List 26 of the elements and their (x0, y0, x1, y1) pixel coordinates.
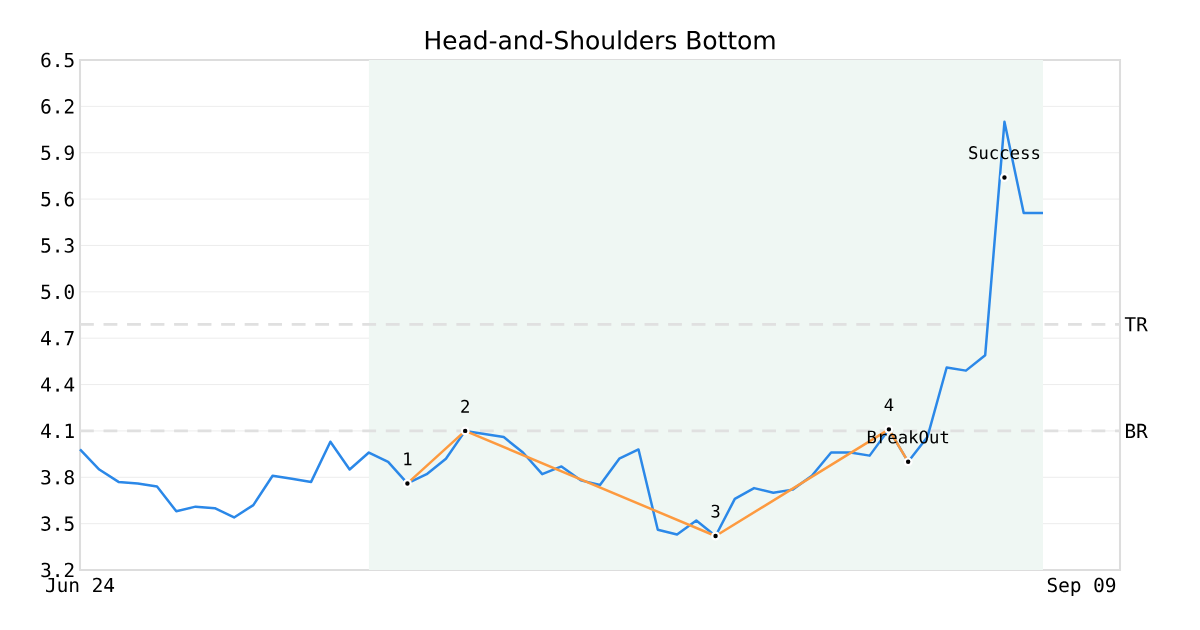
y-tick-label: 6.2 (41, 99, 74, 114)
y-tick-label: 5.0 (41, 284, 74, 300)
y-tick-label: 3.5 (41, 516, 74, 531)
point (460, 426, 470, 436)
y-tick-label: 5.3 (41, 238, 74, 253)
ref-line-label: TR (1124, 317, 1148, 332)
annotation: 4 (884, 398, 894, 412)
x-tick-label: Sep 09 (1047, 577, 1116, 597)
y-tick-label: 4.4 (41, 377, 75, 392)
point (903, 457, 913, 467)
chart-title: Head-and-Shoulders Bottom (425, 30, 775, 50)
point (711, 531, 720, 541)
y-tick-label: 6.5 (41, 52, 74, 68)
point (402, 479, 412, 488)
ref-line-label: BR (1126, 423, 1148, 438)
y-tick-label: 3.2 (41, 562, 74, 578)
y-tick-label: 5.9 (41, 145, 74, 161)
y-tick-label: 3.8 (41, 469, 74, 485)
y-tick-label: 5.6 (41, 191, 74, 207)
y-tick-label: 4.7 (41, 331, 74, 346)
point (1000, 173, 1009, 182)
x-tick-label: Jun 24 (46, 577, 115, 593)
annotation: 1 (404, 452, 412, 466)
y-tick-label: 4.1 (41, 423, 74, 438)
annotation: 2 (461, 399, 469, 413)
annotation: 3 (711, 504, 720, 518)
